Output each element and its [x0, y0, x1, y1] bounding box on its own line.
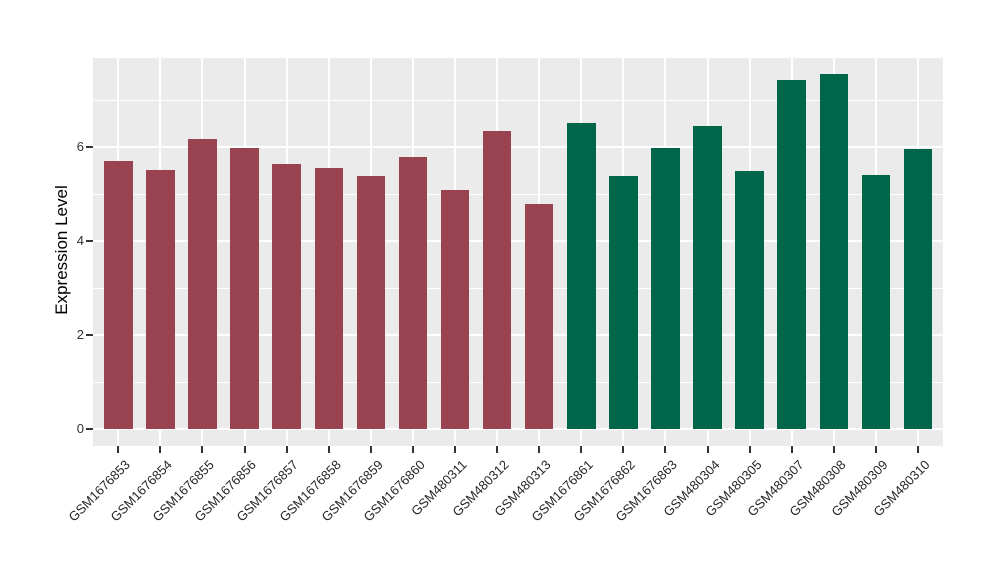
x-tick-GSM480310 [917, 446, 919, 453]
bar-GSM1676857 [272, 164, 301, 429]
bar-GSM480305 [735, 170, 764, 429]
y-tick-label-6: 6 [76, 139, 84, 154]
bar-GSM1676854 [146, 169, 175, 429]
x-tick-GSM480311 [454, 446, 457, 453]
y-tick-2 [86, 334, 93, 336]
x-tick-GSM1676858 [327, 446, 330, 453]
bar-GSM480313 [524, 204, 554, 429]
major-gridline-y-0 [93, 428, 943, 430]
bar-GSM480312 [482, 131, 512, 429]
bar-GSM1676861 [567, 123, 596, 429]
major-gridline-y-4 [93, 240, 943, 242]
bar-GSM480307 [777, 79, 806, 429]
y-tick-6 [86, 146, 93, 148]
bar-GSM480311 [440, 189, 470, 429]
y-tick-label-0: 0 [76, 421, 84, 436]
x-tick-GSM1676859 [369, 446, 372, 453]
x-tick-GSM1676856 [243, 446, 246, 453]
bar-GSM1676862 [609, 176, 638, 429]
bar-GSM480308 [819, 74, 849, 429]
x-tick-GSM1676854 [159, 446, 162, 453]
y-tick-4 [86, 240, 93, 242]
bar-GSM1676853 [104, 161, 133, 429]
plot-panel [93, 58, 943, 446]
x-tick-GSM480304 [706, 446, 709, 453]
y-axis-title: Expression Level [52, 185, 71, 315]
x-tick-GSM1676862 [622, 446, 625, 453]
minor-gridline-y-3 [93, 287, 943, 289]
x-tick-GSM480305 [748, 446, 751, 453]
x-tick-GSM1676860 [411, 446, 414, 453]
x-tick-GSM1676853 [117, 446, 120, 453]
x-tick-GSM480308 [832, 446, 835, 453]
x-tick-GSM1676861 [580, 446, 583, 453]
x-tick-GSM480313 [538, 446, 541, 453]
x-tick-GSM1676863 [664, 446, 667, 453]
minor-gridline-y-1 [93, 381, 943, 383]
x-tick-GSM480309 [874, 446, 877, 453]
y-tick-label-2: 2 [76, 327, 84, 342]
y-tick-0 [86, 428, 93, 430]
major-gridline-y-2 [93, 334, 943, 336]
x-tick-GSM1676855 [201, 446, 204, 453]
bar-GSM1676863 [651, 148, 680, 429]
major-gridline-y-6 [93, 146, 943, 148]
bar-GSM1676856 [230, 147, 259, 429]
bar-GSM1676859 [356, 176, 386, 429]
x-tick-GSM480312 [496, 446, 499, 453]
bar-GSM480310 [903, 149, 933, 429]
minor-gridline-y-7 [93, 99, 943, 101]
bar-GSM1676858 [314, 168, 343, 429]
bar-GSM1676855 [188, 139, 217, 429]
bar-GSM1676860 [398, 156, 428, 429]
x-tick-GSM480307 [790, 446, 793, 453]
x-tick-GSM1676857 [285, 446, 288, 453]
bar-GSM480309 [861, 175, 891, 429]
bar-GSM480304 [693, 125, 722, 429]
y-tick-label-4: 4 [76, 233, 84, 248]
minor-gridline-y-5 [93, 193, 943, 195]
